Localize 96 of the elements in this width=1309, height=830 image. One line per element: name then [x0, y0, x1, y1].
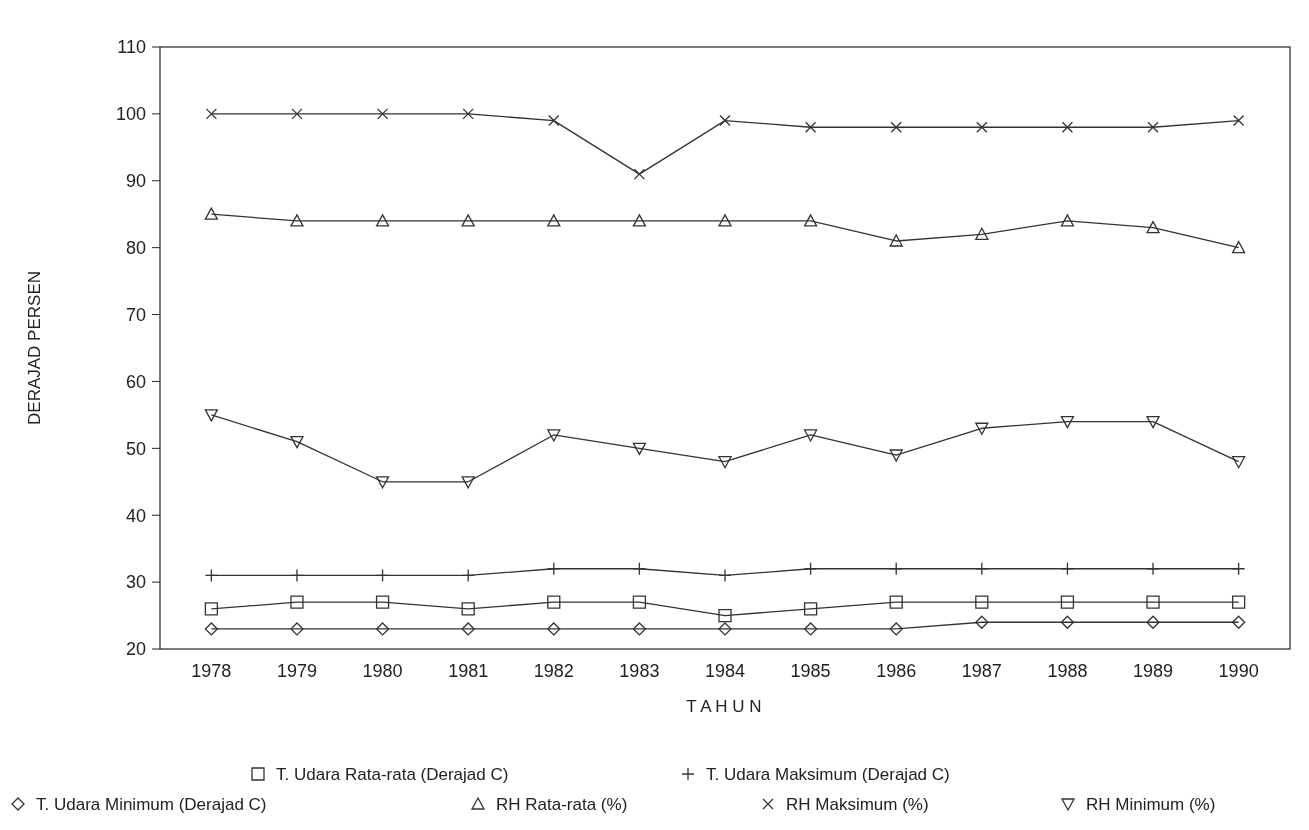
point [1060, 415, 1075, 429]
legend-label: RH Rata-rata (%) [496, 795, 628, 814]
point [547, 595, 561, 609]
point [204, 207, 219, 220]
point [547, 429, 561, 442]
point [1146, 415, 1160, 429]
x-tick-label: 1990 [1218, 661, 1259, 681]
y-axis-title: DERAJAD PERSEN [25, 271, 44, 425]
y-tick-label: 70 [125, 304, 146, 325]
point [547, 622, 561, 636]
point [632, 214, 647, 227]
point [290, 435, 304, 449]
point [632, 442, 647, 455]
point [803, 214, 818, 227]
point [1231, 615, 1246, 629]
point [718, 214, 732, 227]
point [1231, 241, 1246, 254]
point [1060, 595, 1075, 609]
point [890, 121, 902, 133]
point [204, 602, 219, 616]
point [376, 108, 389, 120]
point [1147, 121, 1159, 133]
x-tick-label: 1989 [1133, 661, 1174, 681]
x-tick-label: 1980 [362, 661, 403, 681]
point [975, 422, 989, 435]
x-tick-label: 1978 [191, 661, 232, 681]
point [718, 608, 732, 623]
point [803, 602, 818, 616]
point [205, 108, 218, 120]
y-tick-label: 110 [117, 37, 146, 58]
legend-label: RH Minimum (%) [1086, 795, 1216, 814]
point [204, 622, 219, 636]
legend-label: RH Maksimum (%) [786, 795, 929, 814]
point [1231, 595, 1246, 609]
point [461, 476, 475, 489]
point [718, 622, 732, 636]
point [547, 214, 561, 227]
point [290, 214, 304, 227]
point [803, 429, 818, 442]
point [889, 234, 903, 247]
point [633, 168, 646, 180]
point [291, 108, 303, 120]
point [718, 456, 732, 469]
point [889, 449, 903, 462]
point [975, 595, 989, 609]
point [1146, 595, 1160, 609]
point [975, 615, 989, 629]
point [1232, 114, 1245, 127]
x-axis-title: T A H U N [686, 697, 762, 716]
point [1060, 214, 1075, 227]
point [375, 476, 390, 489]
x-tick-label: 1981 [448, 661, 489, 681]
y-tick-label: 30 [125, 572, 146, 593]
y-tick-label: 80 [125, 237, 146, 258]
point [461, 622, 475, 636]
legend-label: T. Udara Rata-rata (Derajad C) [276, 765, 509, 784]
x-tick-label: 1988 [1047, 661, 1088, 681]
x-tick-label: 1986 [876, 661, 917, 681]
legend-label: T. Udara Minimum (Derajad C) [36, 795, 267, 814]
point [632, 595, 647, 609]
point [1060, 615, 1075, 629]
x-tick-label: 1979 [276, 661, 317, 681]
y-tick-label: 50 [125, 438, 146, 459]
x-tick-label: 1983 [619, 661, 660, 681]
y-tick-label: 100 [115, 104, 146, 125]
point [290, 622, 304, 636]
point [889, 622, 903, 636]
x-tick-label: 1984 [704, 661, 746, 681]
point [1231, 456, 1246, 469]
point [290, 595, 304, 609]
legend-label: T. Udara Maksimum (Derajad C) [706, 765, 950, 784]
point [804, 121, 817, 133]
point [803, 622, 818, 636]
point [375, 622, 390, 636]
point [889, 595, 903, 609]
x-tick-label: 1985 [790, 661, 831, 681]
point [976, 121, 988, 133]
x-tick-label: 1982 [533, 661, 574, 681]
point [1061, 121, 1074, 133]
point [632, 622, 647, 636]
y-tick-label: 90 [125, 171, 146, 192]
point [719, 114, 731, 127]
point [548, 114, 560, 127]
point [461, 602, 475, 616]
y-tick-label: 20 [125, 639, 146, 660]
y-tick-label: 60 [125, 371, 146, 392]
y-tick-label: 40 [125, 505, 146, 526]
point [375, 595, 390, 609]
point [204, 409, 219, 422]
x-tick-label: 1987 [961, 661, 1002, 681]
point [461, 214, 475, 227]
point [375, 214, 390, 227]
point [462, 108, 474, 120]
point [1146, 220, 1160, 234]
point [1146, 615, 1160, 629]
point [975, 227, 989, 240]
